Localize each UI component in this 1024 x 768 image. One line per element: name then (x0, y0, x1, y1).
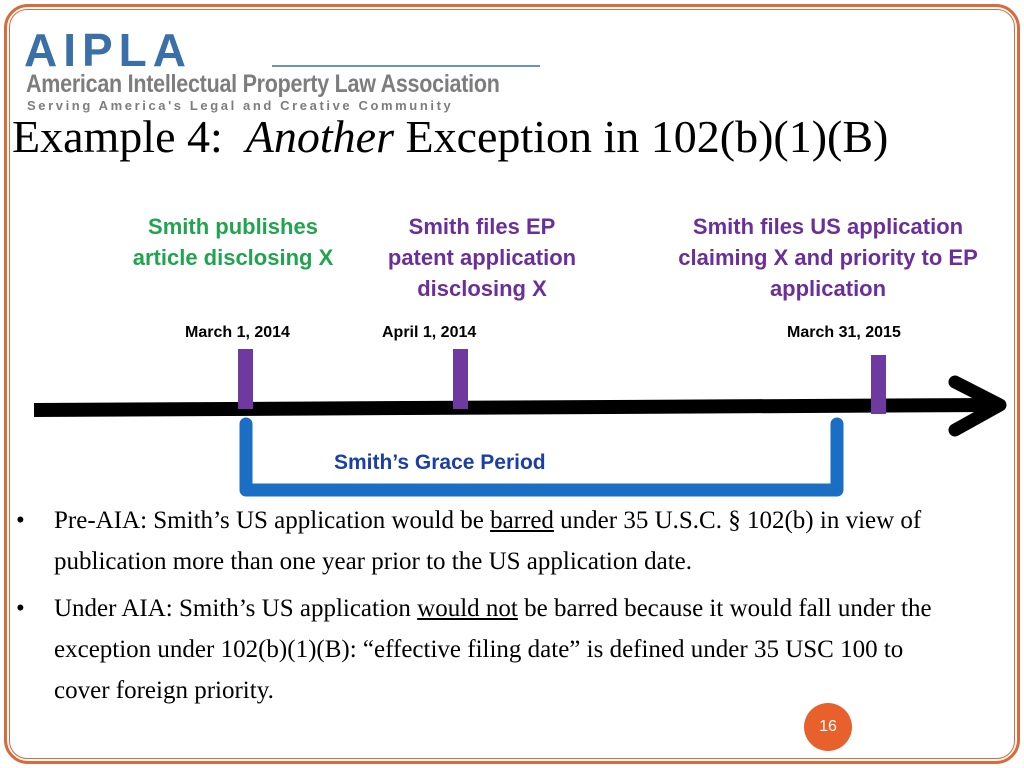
event-label-line: patent application (387, 245, 577, 270)
event-us-filing-label: Smith files US application claiming X an… (640, 211, 1016, 304)
marker-us-filing (871, 355, 886, 414)
aipla-wordmark: AIPLA (24, 26, 540, 76)
marker-publication (238, 349, 253, 409)
timeline-axis (33, 398, 991, 417)
title-suffix: Exception in 102(b)(1)(B) (405, 111, 889, 162)
event-label-line: article disclosing X (132, 245, 334, 270)
bullet-emphasis: would not (417, 595, 518, 622)
slide-title: Example 4: Another Exception in 102(b)(1… (12, 110, 1012, 163)
logo-tagline: Serving America's Legal and Creative Com… (27, 98, 454, 113)
slide-frame (4, 4, 1020, 764)
timeline-arrowhead-icon (948, 375, 1007, 437)
event-label-line: claiming X and priority to EP (678, 245, 978, 270)
bullet-text: be barred because it would fall under th… (54, 595, 932, 704)
aipla-logo: AIPLA American Intellectual Property Law… (22, 26, 542, 116)
page-number-badge: 16 (804, 703, 852, 751)
logo-association-name: American Intellectual Property Law Assoc… (26, 70, 500, 98)
date-ep-filing: April 1, 2014 (382, 324, 477, 341)
title-prefix: Example 4: (12, 111, 223, 162)
bullet-emphasis: barred (490, 507, 554, 534)
event-label-line: Smith publishes (148, 214, 318, 239)
event-label-line: application (769, 276, 887, 301)
bullet-text: under 35 U.S.C. § 102(b) in view of publ… (54, 507, 922, 575)
grace-period-label: Smith’s Grace Period (334, 451, 546, 474)
date-publication: March 1, 2014 (185, 324, 290, 341)
event-label-line: Smith files US application (692, 214, 964, 239)
bullet-text: Under AIA: Smith’s US application (54, 595, 418, 622)
bullet-aia: • Under AIA: Smith’s US application woul… (14, 588, 964, 711)
event-label-line: disclosing X (417, 276, 547, 301)
marker-ep-filing (453, 349, 468, 409)
logo-acronym: AIPLA (24, 26, 192, 76)
slide-frame-inner (9, 9, 1015, 759)
event-label-line: Smith files EP (408, 214, 556, 239)
title-italic-word: Another (245, 111, 394, 162)
bullet-icon: • (16, 507, 25, 534)
event-ep-filing-label: Smith files EP patent application disclo… (362, 211, 602, 304)
bullet-pre-aia: • Pre-AIA: Smith’s US application would … (14, 500, 964, 582)
date-us-filing: March 31, 2015 (787, 324, 901, 341)
bullet-icon: • (16, 595, 25, 622)
bullet-text: Pre-AIA: Smith’s US application would be (54, 507, 491, 534)
event-publication-label: Smith publishes article disclosing X (108, 211, 358, 273)
bullet-list: • Pre-AIA: Smith’s US application would … (14, 500, 964, 717)
grace-period-bracket (239, 417, 844, 497)
